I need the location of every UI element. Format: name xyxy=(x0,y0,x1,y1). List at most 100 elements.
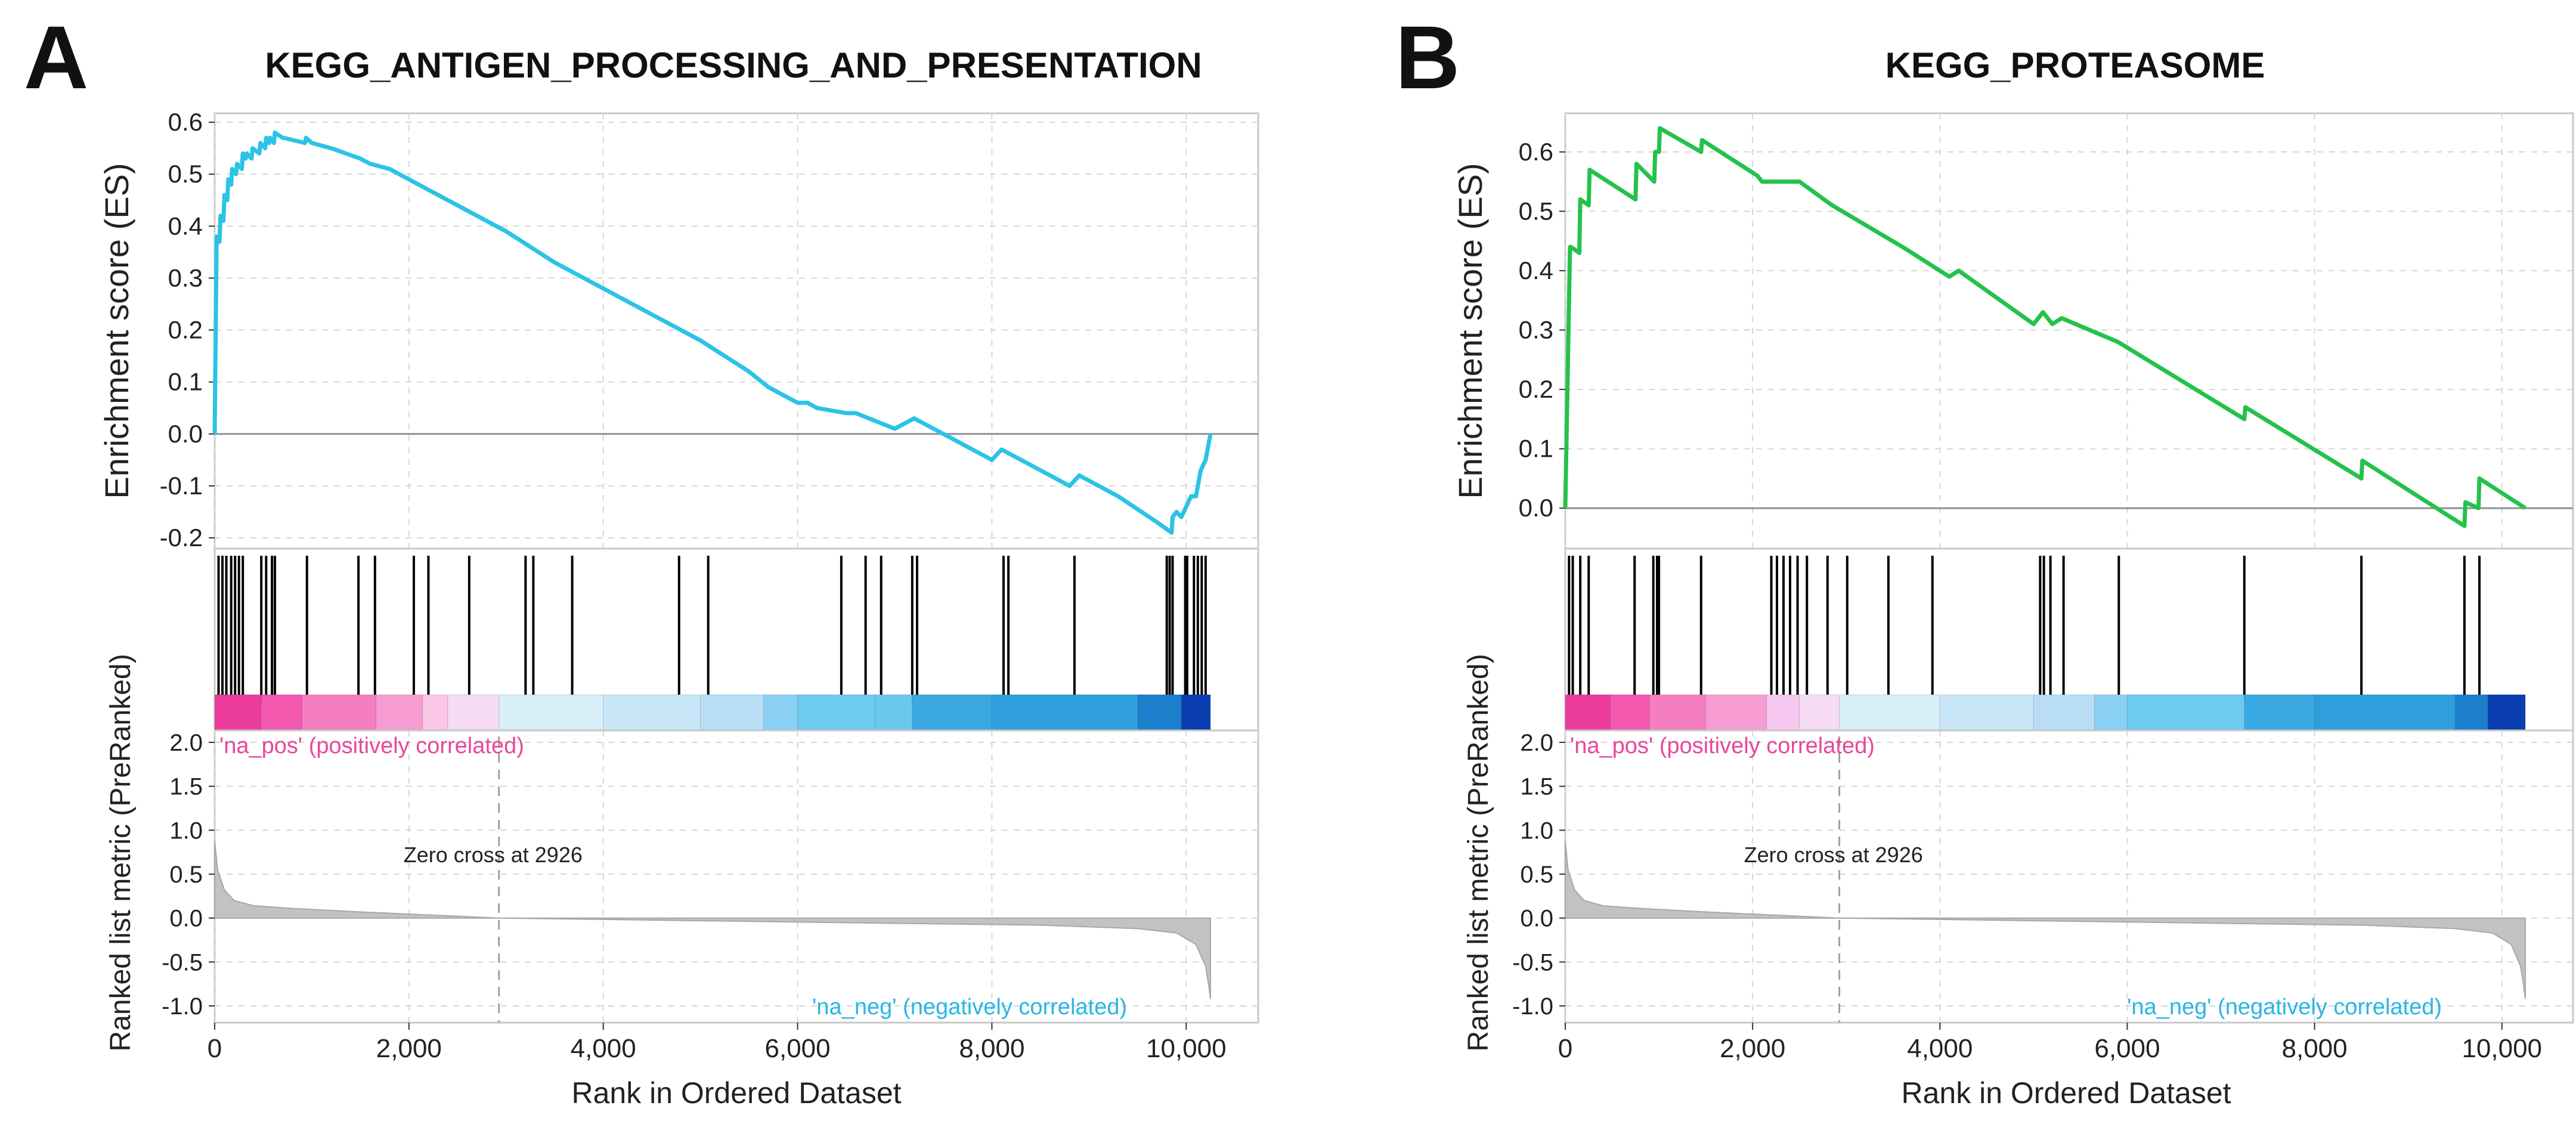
metric-y-tick-label: 0.0 xyxy=(169,906,203,932)
x-axis-ticks: 0 2,000 4,000 6,000 8,000 10,000 xyxy=(1558,1023,2542,1063)
es-plot-frame xyxy=(1564,112,2574,550)
metric-area xyxy=(1565,840,2526,999)
es-y-tick-label: 0.6 xyxy=(168,108,203,136)
color-bar-segment xyxy=(991,694,1138,731)
x-tick-label: 4,000 xyxy=(1907,1034,1973,1063)
metric-gridlines xyxy=(214,730,1258,1023)
color-bar-segment xyxy=(763,694,798,731)
gene-hits xyxy=(1568,556,2481,701)
rank-color-bar xyxy=(1565,694,2526,731)
es-y-tick-label: 0.0 xyxy=(168,420,203,448)
x-tick-label: 4,000 xyxy=(571,1034,636,1063)
chart-title: KEGG_PROTEASOME xyxy=(1885,45,2265,85)
x-tick-label: 6,000 xyxy=(2094,1034,2160,1063)
metric-plot-frame xyxy=(213,729,1259,1024)
es-y-tick-label: 0.5 xyxy=(1519,197,1553,225)
metric-area xyxy=(214,840,1211,999)
es-gridlines xyxy=(1565,113,2573,549)
panel-a: A KEGG_ANTIGEN_PROCESSING_AND_PRESENTATI… xyxy=(24,7,1259,1110)
x-tick-label: 2,000 xyxy=(1720,1034,1785,1063)
color-bar-segment xyxy=(499,694,604,731)
es-plot: 0.0 0.1 0.2 0.3 0.4 0.5 0.6 Enrichment score (… xyxy=(1451,112,2574,550)
gene-hit-plot xyxy=(1564,547,2574,732)
metric-y-tick-label: -1.0 xyxy=(162,993,203,1020)
metric-y-tick-label: 1.5 xyxy=(169,774,203,800)
metric-y-ticks: -1.0 -0.5 0.0 0.5 1.0 1.5 2.0 xyxy=(162,730,215,1020)
es-y-ticks: 0.0 0.1 0.2 0.3 0.4 0.5 0.6 xyxy=(1519,138,1565,522)
x-tick-label: 2,000 xyxy=(376,1034,442,1063)
metric-y-tick-label: 1.0 xyxy=(169,817,203,844)
panel-label: A xyxy=(24,7,88,107)
metric-y-tick-label: -1.0 xyxy=(1512,993,1553,1020)
es-y-tick-label: -0.2 xyxy=(160,524,203,552)
es-y-axis-label: Enrichment score (ES) xyxy=(1451,163,1489,498)
color-bar-segment xyxy=(1565,694,1611,731)
es-y-tick-label: 0.0 xyxy=(1519,494,1553,522)
es-y-tick-label: 0.4 xyxy=(168,212,203,240)
es-curve xyxy=(212,130,1213,535)
metric-plot: Zero cross at 2926 'na_pos' (positively … xyxy=(1463,654,2574,1110)
x-tick-label: 8,000 xyxy=(959,1034,1024,1063)
color-bar-segment xyxy=(912,694,992,731)
color-bar-segment xyxy=(2314,694,2456,731)
gene-hits xyxy=(217,556,1207,701)
es-y-tick-label: 0.3 xyxy=(1519,316,1553,344)
es-y-ticks: -0.2 -0.1 0.0 0.1 0.2 0.3 0.4 0.5 0.6 xyxy=(160,108,215,552)
positive-correlation-label: 'na_pos' (positively correlated) xyxy=(1570,733,1875,758)
color-bar-segment xyxy=(1939,694,2034,731)
es-y-tick-label: 0.4 xyxy=(1519,256,1553,284)
color-bar-segment xyxy=(1181,694,1211,731)
es-y-tick-label: 0.2 xyxy=(1519,375,1553,403)
metric-y-tick-label: 2.0 xyxy=(169,730,203,756)
metric-gridlines xyxy=(1565,730,2573,1023)
negative-correlation-label: 'na_neg' (negatively correlated) xyxy=(2127,995,2442,1020)
es-y-tick-label: 0.1 xyxy=(1519,435,1553,463)
color-bar-segment xyxy=(2244,694,2315,731)
x-axis-label: Rank in Ordered Dataset xyxy=(571,1076,901,1110)
color-bar-segment xyxy=(603,694,701,731)
gene-hit-plot xyxy=(213,547,1259,732)
zero-cross-label: Zero cross at 2926 xyxy=(404,843,583,867)
color-bar-segment xyxy=(1137,694,1182,731)
x-tick-label: 10,000 xyxy=(2462,1034,2542,1063)
es-y-tick-label: 0.1 xyxy=(168,368,203,396)
x-tick-label: 0 xyxy=(1558,1034,1572,1063)
es-y-tick-label: 0.5 xyxy=(168,160,203,188)
metric-y-tick-label: 0.5 xyxy=(1520,862,1553,888)
positive-correlation-label: 'na_pos' (positively correlated) xyxy=(219,733,524,758)
metric-y-ticks: -1.0 -0.5 0.0 0.5 1.0 1.5 2.0 xyxy=(1512,730,1565,1020)
es-gridlines xyxy=(214,113,1258,549)
negative-correlation-label: 'na_neg' (negatively correlated) xyxy=(812,995,1127,1020)
rank-color-bar xyxy=(214,694,1211,731)
es-y-axis-label: Enrichment score (ES) xyxy=(98,163,135,498)
metric-y-tick-label: 1.5 xyxy=(1520,774,1553,800)
color-bar-segment xyxy=(1705,694,1767,731)
color-bar-segment xyxy=(797,694,876,731)
color-bar-segment xyxy=(1839,694,1940,731)
color-bar-segment xyxy=(2094,694,2128,731)
color-bar-segment xyxy=(1799,694,1840,731)
color-bar-segment xyxy=(2126,694,2245,731)
metric-y-tick-label: 0.0 xyxy=(1520,906,1553,932)
color-bar-segment xyxy=(1766,694,1800,731)
es-y-tick-label: 0.6 xyxy=(1519,138,1553,166)
metric-y-tick-label: -0.5 xyxy=(162,949,203,976)
x-tick-label: 8,000 xyxy=(2282,1034,2348,1063)
metric-plot: Zero cross at 2926 'na_pos' (positively … xyxy=(105,654,1259,1110)
es-y-tick-label: 0.2 xyxy=(168,316,203,344)
color-bar-segment xyxy=(422,694,448,731)
color-bar-segment xyxy=(375,694,423,731)
metric-plot-frame xyxy=(1564,729,2574,1024)
es-plot: -0.2 -0.1 0.0 0.1 0.2 0.3 0.4 0.5 0.6 Enrichment… xyxy=(98,108,1259,552)
x-tick-label: 10,000 xyxy=(1146,1034,1227,1063)
color-bar-segment xyxy=(1609,694,1650,731)
color-bar-segment xyxy=(875,694,913,731)
x-tick-label: 6,000 xyxy=(765,1034,831,1063)
color-bar-segment xyxy=(2487,694,2526,731)
es-plot-frame xyxy=(213,112,1259,550)
zero-cross-label: Zero cross at 2926 xyxy=(1744,843,1923,867)
metric-y-axis-label: Ranked list metric (PreRanked) xyxy=(1463,654,1494,1052)
color-bar-segment xyxy=(302,694,376,731)
color-bar-segment xyxy=(214,694,262,731)
